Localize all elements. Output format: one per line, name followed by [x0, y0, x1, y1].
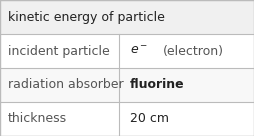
Text: (electron): (electron)	[163, 44, 224, 58]
FancyBboxPatch shape	[119, 34, 254, 68]
FancyBboxPatch shape	[119, 102, 254, 136]
FancyBboxPatch shape	[0, 102, 119, 136]
Text: kinetic energy of particle: kinetic energy of particle	[8, 10, 165, 24]
FancyBboxPatch shape	[0, 68, 119, 102]
FancyBboxPatch shape	[119, 68, 254, 102]
Text: 20 cm: 20 cm	[130, 112, 169, 126]
Text: incident particle: incident particle	[8, 44, 109, 58]
FancyBboxPatch shape	[0, 0, 254, 34]
FancyBboxPatch shape	[0, 34, 119, 68]
Text: thickness: thickness	[8, 112, 67, 126]
Text: $e^-$: $e^-$	[130, 44, 148, 58]
Text: fluorine: fluorine	[130, 78, 184, 92]
Text: radiation absorber: radiation absorber	[8, 78, 123, 92]
